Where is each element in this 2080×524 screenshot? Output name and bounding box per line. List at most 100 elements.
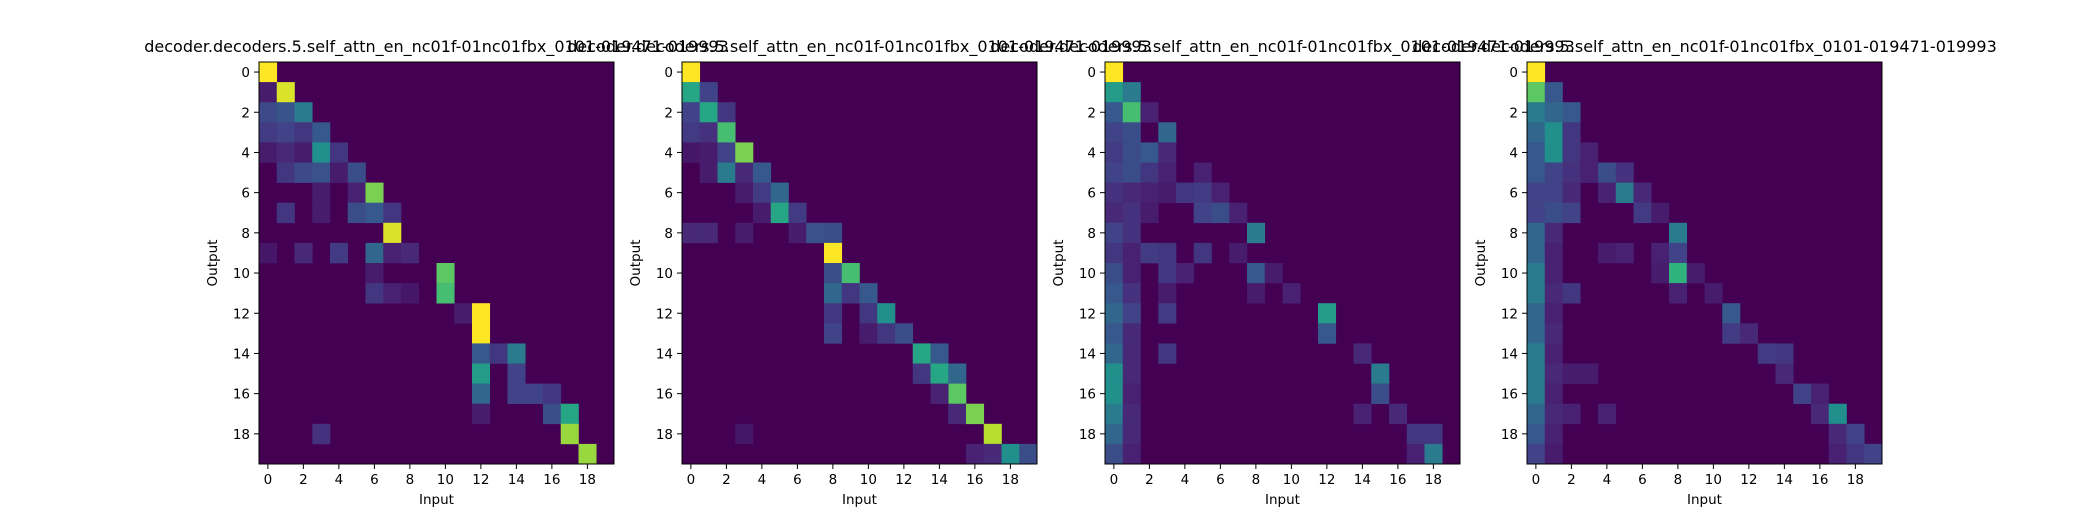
heatmap-cell bbox=[1527, 242, 1546, 264]
heatmap-cell bbox=[1527, 182, 1546, 203]
heatmap-cell bbox=[560, 403, 579, 425]
axes-frame bbox=[1526, 61, 1883, 465]
heatmap-cell bbox=[1105, 403, 1124, 425]
heatmap-cell bbox=[1193, 182, 1212, 203]
heatmap-cell bbox=[507, 383, 526, 404]
heatmap-cell bbox=[365, 182, 384, 203]
heatmap-cell bbox=[1001, 443, 1020, 465]
heatmap-cell bbox=[294, 162, 313, 183]
heatmap-cell bbox=[753, 182, 772, 203]
heatmap-cell bbox=[1757, 343, 1776, 364]
heatmap-cell bbox=[1775, 343, 1794, 364]
heatmap-cell bbox=[312, 182, 331, 203]
heatmap-cell bbox=[1527, 323, 1546, 344]
heatmap-cell bbox=[1140, 142, 1159, 163]
heatmap-cell bbox=[930, 343, 949, 364]
x-tick-label: 12 bbox=[1740, 472, 1757, 488]
x-axis-label: Input bbox=[1265, 492, 1300, 508]
heatmap-cell bbox=[1211, 182, 1230, 203]
heatmap-cell bbox=[1122, 162, 1141, 183]
x-tick-label: 14 bbox=[1354, 472, 1371, 488]
heatmap-cell bbox=[1722, 323, 1741, 344]
x-tick-label: 8 bbox=[829, 472, 838, 488]
heatmap-cell bbox=[1651, 263, 1670, 284]
heatmap-cell bbox=[1122, 303, 1141, 324]
heatmap-cell bbox=[1828, 423, 1847, 445]
heatmap-cell bbox=[472, 303, 491, 324]
x-tick-label: 8 bbox=[1674, 472, 1683, 488]
heatmap-cell bbox=[1229, 202, 1248, 224]
x-tick-label: 16 bbox=[1389, 472, 1406, 488]
y-tick-label: 10 bbox=[233, 266, 250, 282]
heatmap-cell bbox=[1105, 263, 1124, 284]
heatmap-cell bbox=[1527, 443, 1546, 465]
heatmap-cell bbox=[1424, 423, 1443, 445]
x-tick-label: 2 bbox=[1567, 472, 1576, 488]
heatmap-cell bbox=[1580, 363, 1599, 384]
heatmap-cell bbox=[1527, 62, 1546, 83]
heatmap-cell bbox=[1527, 283, 1546, 304]
y-tick-label: 8 bbox=[1087, 226, 1096, 242]
heatmap-cell bbox=[1562, 142, 1581, 163]
heatmap-cell bbox=[930, 363, 949, 384]
heatmap-cell bbox=[1105, 102, 1124, 123]
y-tick-label: 6 bbox=[241, 186, 250, 202]
heatmap-cell bbox=[824, 283, 843, 304]
heatmap-cell bbox=[312, 142, 331, 163]
heatmap-cell bbox=[1527, 263, 1546, 284]
heatmap-cell bbox=[436, 263, 455, 284]
y-tick-label: 8 bbox=[241, 226, 250, 242]
heatmap-cell bbox=[1562, 162, 1581, 183]
heatmap-cell bbox=[1527, 343, 1546, 364]
heatmap-cell bbox=[294, 122, 313, 143]
heatmap-cell bbox=[525, 383, 544, 404]
heatmap-cell bbox=[912, 343, 931, 364]
y-tick-label: 2 bbox=[241, 105, 250, 121]
heatmap-cell bbox=[948, 363, 967, 384]
heatmap-cell bbox=[312, 202, 331, 224]
heatmap-cell bbox=[276, 202, 295, 224]
heatmap-cell bbox=[1615, 162, 1634, 183]
heatmap-cell bbox=[1122, 242, 1141, 264]
heatmap-cell bbox=[1544, 383, 1563, 404]
heatmap-cell bbox=[1864, 443, 1883, 465]
heatmap-cell bbox=[859, 323, 878, 344]
y-tick-label: 14 bbox=[1079, 346, 1096, 362]
heatmap-cell bbox=[1122, 263, 1141, 284]
heatmap-cell bbox=[824, 222, 843, 244]
heatmap-cell bbox=[1140, 102, 1159, 123]
heatmap-cell bbox=[276, 82, 295, 103]
heatmap-cell bbox=[1544, 343, 1563, 364]
heatmap-cell bbox=[1158, 182, 1177, 203]
y-tick-label: 16 bbox=[1501, 387, 1518, 403]
x-tick-label: 6 bbox=[370, 472, 379, 488]
heatmap-cell bbox=[682, 122, 701, 143]
x-tick-label: 0 bbox=[1532, 472, 1541, 488]
heatmap-cell bbox=[1828, 403, 1847, 425]
y-axis-label: Output bbox=[628, 240, 644, 287]
y-tick-label: 14 bbox=[656, 346, 673, 362]
heatmap-cell bbox=[1019, 443, 1038, 465]
heatmap-cell bbox=[1247, 283, 1266, 304]
x-tick-label: 16 bbox=[1811, 472, 1828, 488]
heatmap-cell bbox=[1544, 242, 1563, 264]
heatmap-cell bbox=[1615, 182, 1634, 203]
heatmap-cell bbox=[489, 343, 508, 364]
y-tick-label: 16 bbox=[233, 387, 250, 403]
x-tick-label: 6 bbox=[1216, 472, 1225, 488]
heatmap-cell bbox=[1158, 162, 1177, 183]
heatmap-cell bbox=[717, 122, 736, 143]
heatmap-cell bbox=[1544, 142, 1563, 163]
heatmap-cell bbox=[1105, 202, 1124, 224]
heatmap-cell bbox=[1740, 323, 1759, 344]
heatmap-cell bbox=[312, 423, 331, 445]
y-tick-label: 12 bbox=[656, 306, 673, 322]
heatmap-cell bbox=[1562, 363, 1581, 384]
y-tick-label: 0 bbox=[664, 65, 673, 81]
heatmap-cell bbox=[859, 303, 878, 324]
x-axis-label: Input bbox=[842, 492, 877, 508]
x-tick-label: 2 bbox=[1145, 472, 1154, 488]
y-tick-label: 10 bbox=[1501, 266, 1518, 282]
